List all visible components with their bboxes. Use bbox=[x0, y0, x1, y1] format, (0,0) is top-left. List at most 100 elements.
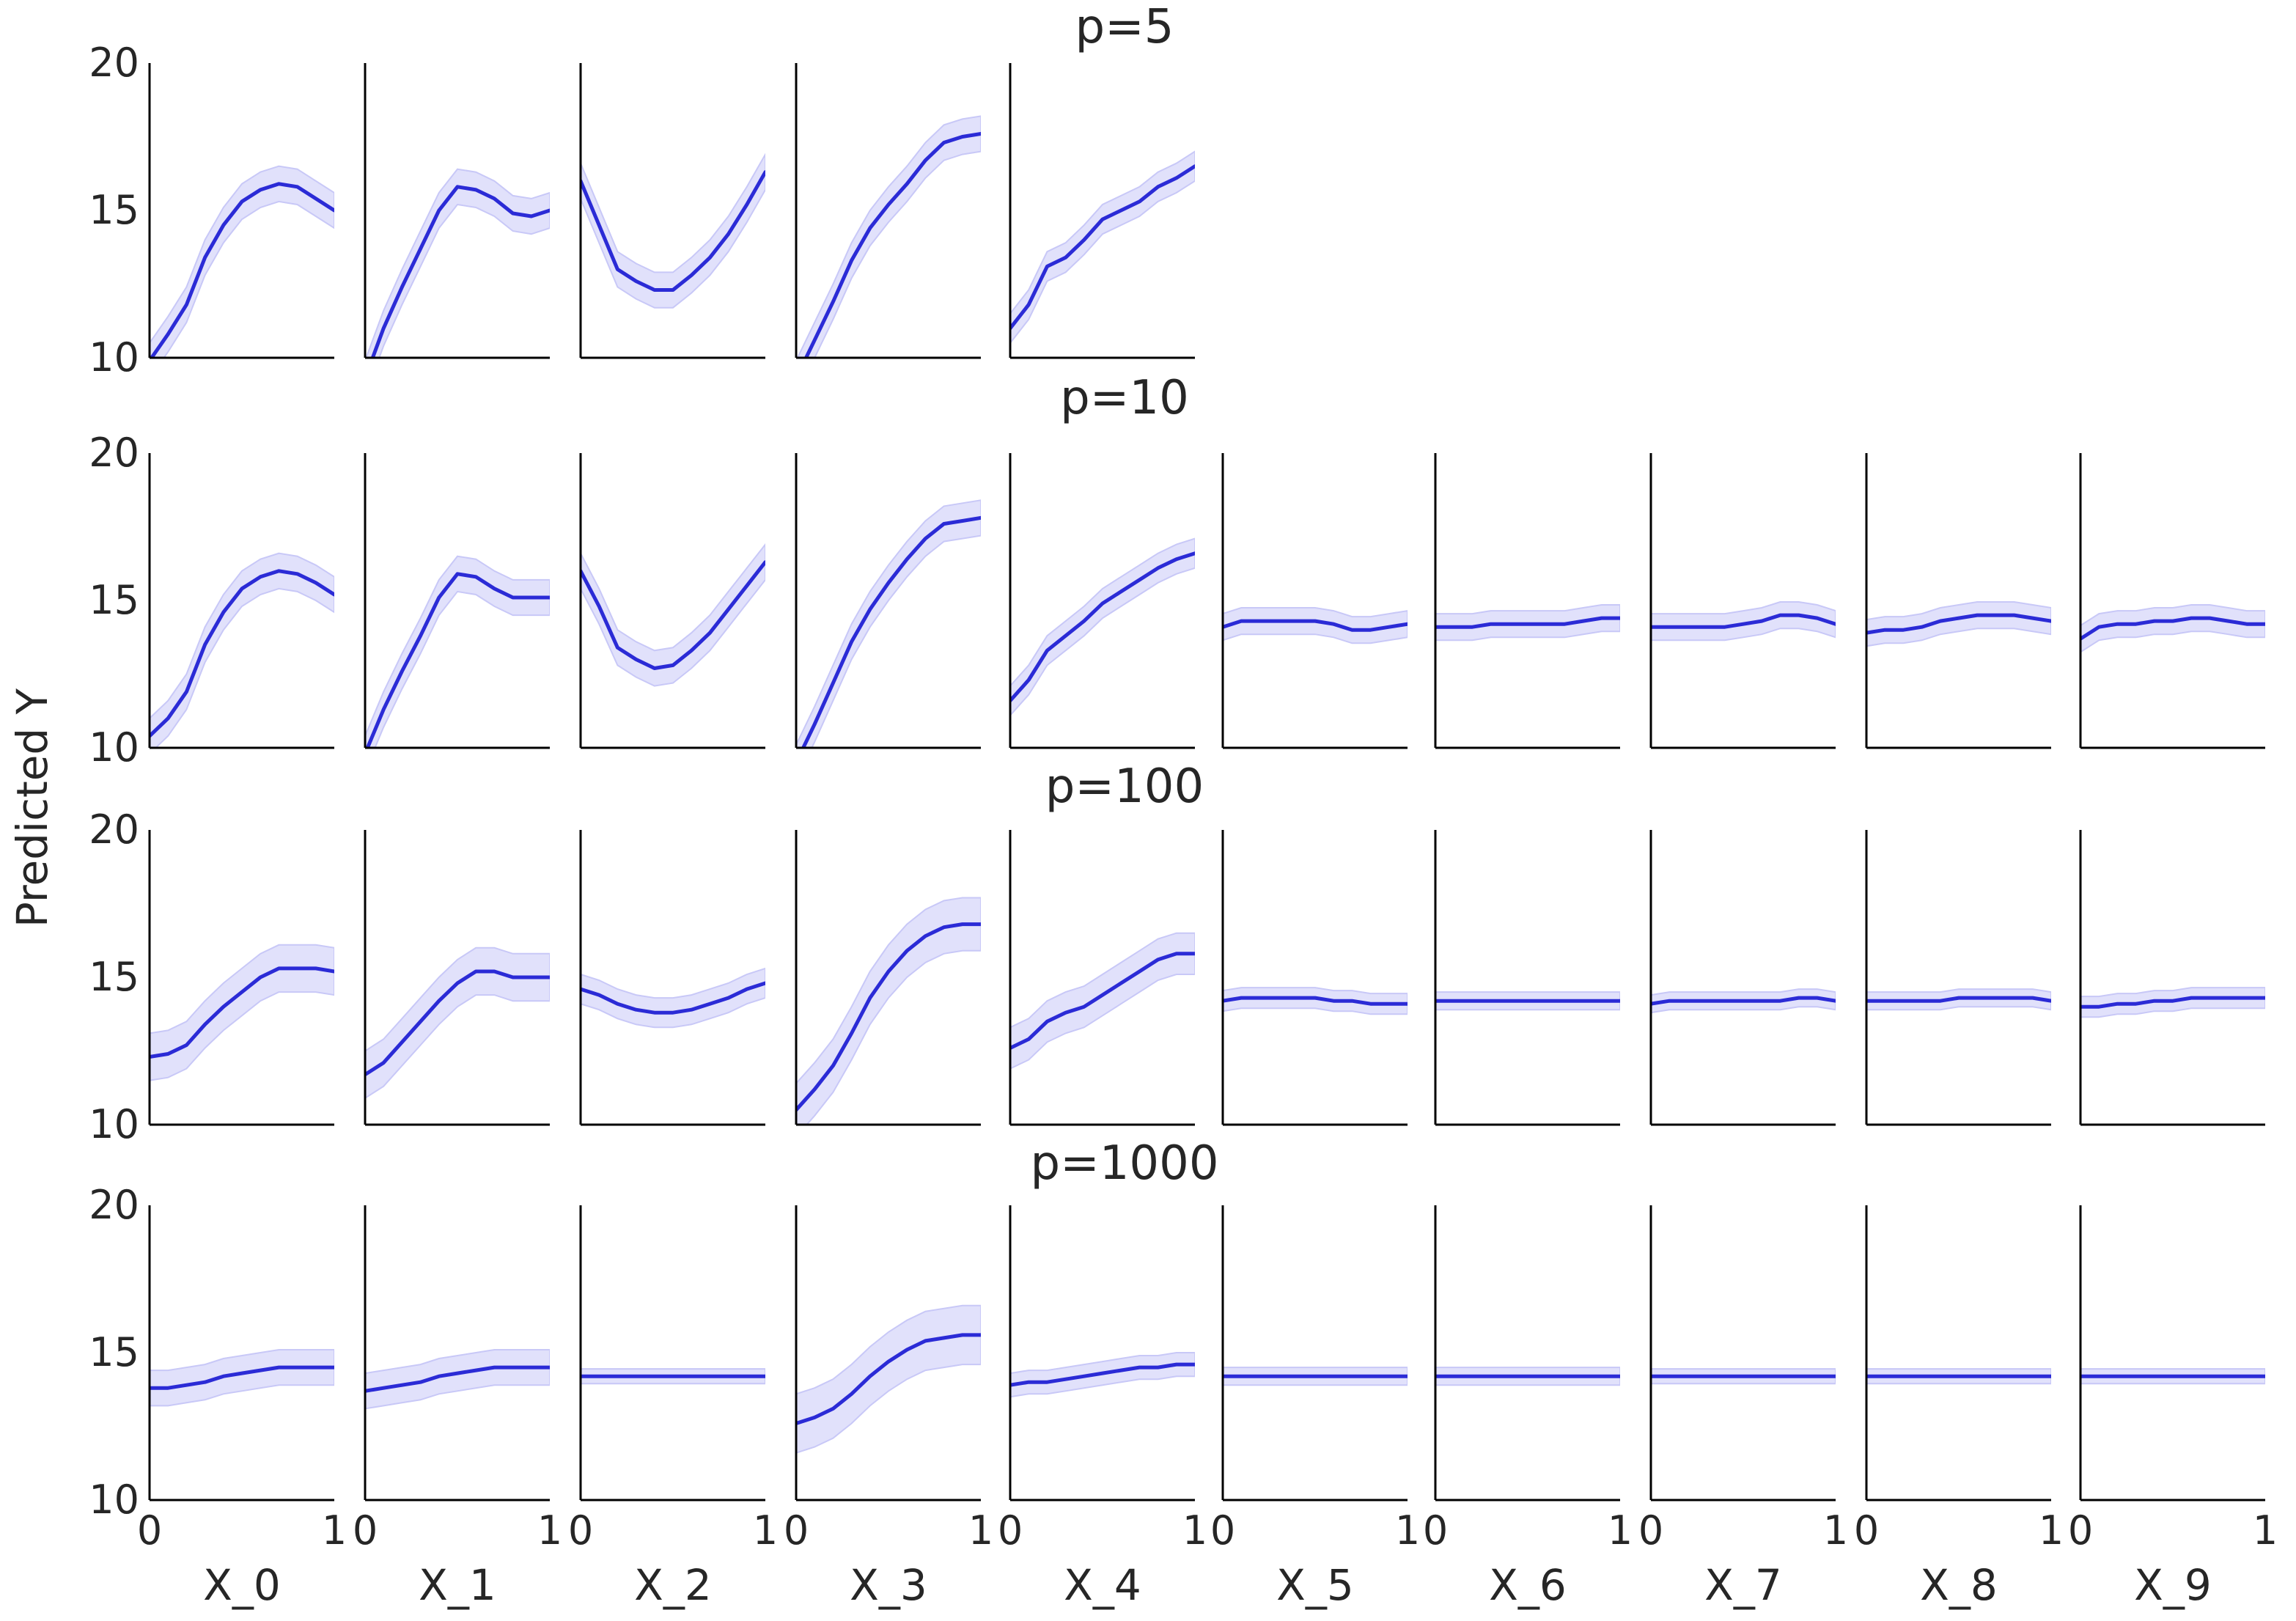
subplot-X_4 bbox=[1009, 830, 1195, 1126]
credible-band bbox=[581, 967, 765, 1029]
x-variable-label: X_0 bbox=[203, 1560, 281, 1610]
y-tick-label: 15 bbox=[89, 187, 139, 233]
credible-band bbox=[150, 944, 334, 1081]
subplot-X_1 bbox=[364, 453, 550, 749]
subplot-X_1: 0 1 X_1 bbox=[353, 1205, 562, 1610]
row-title: p=100 bbox=[1045, 760, 1204, 814]
x-variable-label: X_4 bbox=[1064, 1560, 1141, 1610]
x-tick-label: 1 bbox=[2039, 1507, 2064, 1554]
y-tick-label: 10 bbox=[89, 1477, 139, 1523]
subplot-X_0 bbox=[148, 453, 334, 749]
credible-band bbox=[150, 1349, 334, 1407]
mean-curve bbox=[1223, 619, 1408, 632]
subplot-X_5: 0 1 X_5 bbox=[1210, 1205, 1420, 1610]
credible-band bbox=[796, 1304, 981, 1454]
panel-grid: p=5101520p=10101520p=100101520p=10001015… bbox=[89, 0, 2278, 1610]
credible-band bbox=[365, 555, 550, 748]
mean-curve bbox=[1651, 613, 1836, 629]
x-tick-label: 1 bbox=[322, 1507, 347, 1554]
subplot-X_2 bbox=[579, 453, 765, 749]
subplot-X_7 bbox=[1649, 453, 1836, 749]
credible-band bbox=[1223, 987, 1408, 1015]
credible-band bbox=[365, 168, 550, 358]
mean-curve bbox=[1010, 952, 1195, 1050]
subplot-X_6: 0 1 X_6 bbox=[1423, 1205, 1633, 1610]
y-tick-label: 10 bbox=[89, 724, 139, 771]
row-title: p=10 bbox=[1060, 371, 1189, 425]
subplot-X_0 bbox=[148, 830, 334, 1126]
subplot-X_1 bbox=[364, 63, 550, 359]
mean-curve bbox=[1223, 996, 1408, 1006]
panel-row: p=100 10 15 20 bbox=[89, 760, 2265, 1147]
x-variable-label: X_7 bbox=[1704, 1560, 1782, 1610]
mean-curve bbox=[1866, 996, 2051, 1003]
y-tick-label: 10 bbox=[89, 334, 139, 381]
mean-curve bbox=[1010, 551, 1195, 703]
mean-curve bbox=[150, 1365, 334, 1390]
subplot-X_2 bbox=[579, 830, 765, 1126]
x-tick-label: 1 bbox=[753, 1507, 778, 1554]
x-variable-label: X_1 bbox=[419, 1560, 496, 1610]
y-tick-label: 15 bbox=[89, 1329, 139, 1375]
x-tick-label: 0 bbox=[998, 1507, 1023, 1554]
x-tick-label: 0 bbox=[1210, 1507, 1235, 1554]
mean-curve bbox=[581, 170, 765, 292]
credible-band bbox=[796, 897, 981, 1125]
mean-curve bbox=[1435, 616, 1620, 629]
x-tick-label: 1 bbox=[1608, 1507, 1633, 1554]
subplot-X_3 bbox=[795, 63, 981, 359]
x-tick-label: 1 bbox=[537, 1507, 562, 1554]
subplot-X_4: 0 1 X_4 bbox=[998, 1205, 1207, 1610]
credible-band bbox=[1866, 601, 2051, 647]
mean-curve bbox=[365, 572, 550, 748]
x-variable-label: X_5 bbox=[1276, 1560, 1354, 1610]
subplot-X_2: 0 1 X_2 bbox=[568, 1205, 778, 1610]
subplot-X_0: 0 1 X_0 bbox=[137, 1205, 347, 1610]
subplot-X_4 bbox=[1009, 453, 1195, 749]
mean-curve bbox=[2080, 996, 2265, 1009]
x-variable-label: X_3 bbox=[850, 1560, 927, 1610]
credible-band bbox=[581, 152, 765, 309]
subplot-X_7 bbox=[1649, 830, 1836, 1126]
x-tick-label: 1 bbox=[2253, 1507, 2278, 1554]
subplot-X_9 bbox=[2079, 830, 2265, 1126]
x-tick-label: 1 bbox=[1823, 1507, 1848, 1554]
x-variable-label: X_2 bbox=[634, 1560, 712, 1610]
panel-row: p=5 10 15 20 bbox=[89, 0, 1195, 381]
y-tick-label: 20 bbox=[89, 40, 139, 86]
subplot-X_6 bbox=[1434, 453, 1620, 749]
x-variable-label: X_8 bbox=[1920, 1560, 1998, 1610]
credible-band bbox=[1010, 932, 1195, 1070]
subplot-X_6 bbox=[1434, 830, 1620, 1126]
x-tick-label: 1 bbox=[1182, 1507, 1207, 1554]
credible-band bbox=[150, 165, 334, 358]
y-tick-label: 20 bbox=[89, 1182, 139, 1228]
subplot-X_8: 0 1 X_8 bbox=[1854, 1205, 2064, 1610]
mean-curve bbox=[150, 569, 334, 738]
subplot-X_8 bbox=[1865, 830, 2051, 1126]
x-tick-label: 0 bbox=[1423, 1507, 1448, 1554]
subplot-X_2 bbox=[579, 63, 765, 359]
mean-curve bbox=[150, 966, 334, 1059]
mean-curve bbox=[796, 1333, 981, 1425]
x-tick-label: 0 bbox=[353, 1507, 378, 1554]
x-tick-label: 1 bbox=[968, 1507, 993, 1554]
credible-band bbox=[365, 1349, 550, 1410]
subplot-X_4 bbox=[1009, 63, 1195, 359]
x-variable-label: X_9 bbox=[2134, 1560, 2212, 1610]
mean-curve bbox=[796, 922, 981, 1112]
mean-curve bbox=[803, 132, 981, 358]
subplot-X_3: 0 1 X_3 bbox=[784, 1205, 993, 1610]
subplot-X_1 bbox=[364, 830, 550, 1126]
mean-curve bbox=[1651, 996, 1836, 1006]
mean-curve bbox=[1010, 164, 1195, 331]
credible-band bbox=[1223, 607, 1408, 644]
x-tick-label: 0 bbox=[2068, 1507, 2093, 1554]
y-tick-label: 20 bbox=[89, 430, 139, 476]
y-axis-label: Predicted Y bbox=[7, 688, 57, 927]
x-tick-label: 0 bbox=[784, 1507, 809, 1554]
y-tick-label: 15 bbox=[89, 954, 139, 1000]
credible-band bbox=[365, 946, 550, 1099]
credible-band bbox=[796, 115, 981, 358]
